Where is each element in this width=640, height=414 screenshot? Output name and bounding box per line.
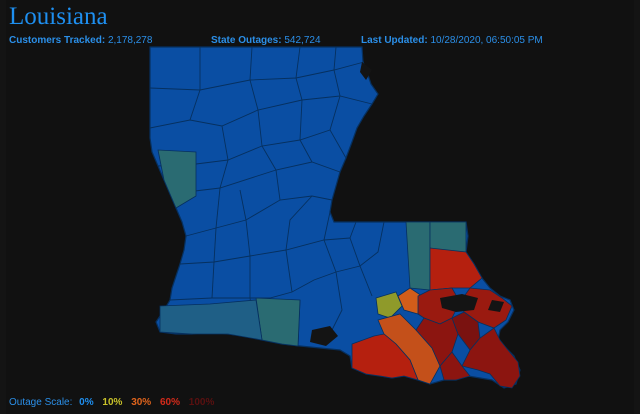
lake-south bbox=[310, 326, 338, 346]
lake-north bbox=[360, 62, 372, 80]
parish-teal-west[interactable] bbox=[157, 149, 197, 209]
parish-borders bbox=[149, 46, 385, 347]
scale-tick-30: 30% bbox=[131, 397, 152, 408]
last-updated-stat: Last Updated: 10/28/2020, 06:50:05 PM bbox=[361, 35, 543, 46]
parish-darkred-3[interactable] bbox=[439, 351, 471, 381]
scale-tick-0: 0% bbox=[79, 397, 94, 408]
outage-scale-label: Outage Scale: bbox=[9, 397, 73, 408]
customers-tracked-label: Customers Tracked: bbox=[9, 35, 106, 46]
parish-darkred-delta[interactable] bbox=[461, 327, 521, 389]
state-outages-stat: State Outages: 542,724 bbox=[211, 35, 321, 46]
outage-scale-legend: Outage Scale: 0% 10% 30% 60% 100% bbox=[9, 397, 220, 408]
parish-teal-se[interactable] bbox=[405, 221, 431, 291]
scale-tick-10: 10% bbox=[102, 397, 123, 408]
scale-tick-100: 100% bbox=[188, 397, 215, 408]
scale-tick-60: 60% bbox=[159, 397, 180, 408]
page-title: Louisiana bbox=[9, 3, 108, 30]
customers-tracked-value: 2,178,278 bbox=[107, 35, 153, 46]
parish-teal-sw[interactable] bbox=[255, 297, 301, 347]
parish-red-north[interactable] bbox=[429, 247, 483, 291]
parish-red-coast[interactable] bbox=[351, 333, 419, 381]
last-updated-label: Last Updated: bbox=[361, 35, 428, 46]
customers-tracked-stat: Customers Tracked: 2,178,278 bbox=[9, 35, 152, 46]
parish-teal-coast[interactable] bbox=[159, 299, 263, 341]
parish-olive[interactable] bbox=[375, 291, 403, 319]
lake-pontchartrain bbox=[440, 294, 478, 312]
last-updated-value: 10/28/2020, 06:50:05 PM bbox=[430, 35, 543, 46]
state-outages-label: State Outages: bbox=[211, 35, 282, 46]
parish-teal-east[interactable] bbox=[429, 221, 467, 253]
lake-borgne bbox=[488, 300, 504, 312]
state-outages-value: 542,724 bbox=[284, 35, 321, 46]
